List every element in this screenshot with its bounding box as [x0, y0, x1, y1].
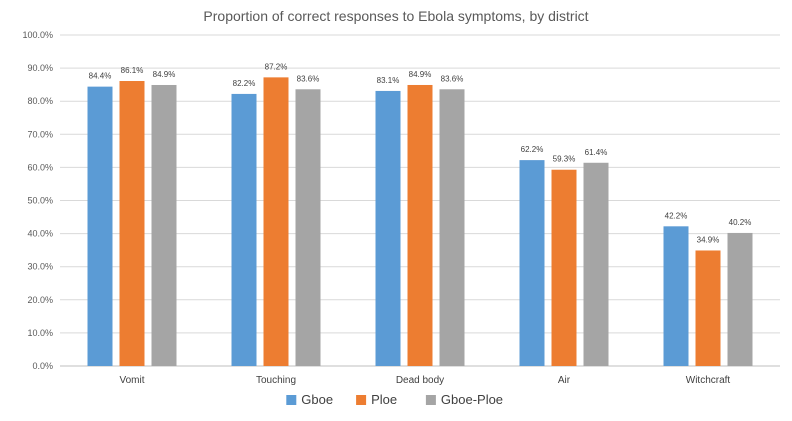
bar-ploe — [695, 250, 721, 366]
legend-swatch — [356, 395, 367, 405]
data-label: 83.1% — [377, 76, 400, 85]
y-tick-label: 80.0% — [27, 96, 53, 106]
x-category-label: Touching — [256, 375, 296, 386]
data-label: 61.4% — [585, 148, 608, 157]
y-axis-ticks: 0.0% 10.0% 20.0% 30.0% 40.0% 50.0% 60.0% 70.0% 8… — [22, 30, 53, 371]
data-label: 83.6% — [297, 74, 320, 83]
legend-label: Ploe — [371, 392, 397, 407]
y-tick-label: 100.0% — [22, 30, 53, 40]
chart-title: Proportion of correct responses to Ebola… — [203, 8, 588, 24]
bar-ploe — [119, 81, 145, 366]
bar-ploe — [263, 77, 289, 367]
legend-label: Gboe-Ploe — [441, 392, 503, 407]
y-tick-label: 40.0% — [27, 229, 53, 239]
bar-gboe — [519, 160, 545, 366]
bar-gboe-ploe — [583, 162, 609, 366]
data-label: 84.9% — [409, 70, 432, 79]
x-axis-categories: Vomit Touching Dead body Air Witchcraft — [119, 375, 730, 386]
bar-gboe-ploe — [727, 232, 753, 366]
bar-ploe — [551, 169, 577, 366]
y-tick-label: 70.0% — [27, 129, 53, 139]
y-tick-label: 30.0% — [27, 262, 53, 272]
bar-gboe — [231, 93, 257, 366]
legend-swatch — [425, 395, 436, 405]
data-label: 59.3% — [553, 155, 576, 164]
x-category-label: Dead body — [396, 375, 444, 386]
legend-label: Gboe — [301, 392, 333, 407]
x-category-label: Air — [558, 375, 571, 386]
data-label: 84.4% — [89, 72, 112, 81]
bar-gboe-ploe — [439, 89, 465, 366]
data-labels: 84.4% 86.1% 84.9% 82.2% 87.2% 83.6% 83.1% 84.9%… — [89, 62, 752, 244]
bar-gboe-ploe — [295, 89, 321, 366]
y-tick-label: 20.0% — [27, 295, 53, 305]
legend-swatch — [286, 395, 297, 405]
data-label: 83.6% — [441, 74, 464, 83]
bar-ploe — [407, 84, 433, 366]
data-label: 84.9% — [153, 70, 176, 79]
bar-gboe — [663, 226, 689, 366]
data-label: 86.1% — [121, 66, 144, 75]
x-category-label: Vomit — [119, 375, 144, 386]
y-tick-label: 10.0% — [27, 328, 53, 338]
data-label: 40.2% — [729, 218, 752, 227]
data-label: 82.2% — [233, 79, 256, 88]
y-tick-label: 0.0% — [32, 361, 53, 371]
data-label: 62.2% — [521, 145, 544, 154]
y-tick-label: 50.0% — [27, 196, 53, 206]
data-label: 34.9% — [697, 235, 720, 244]
y-tick-label: 60.0% — [27, 162, 53, 172]
bar-gboe-ploe — [151, 84, 177, 366]
y-tick-label: 90.0% — [27, 63, 53, 73]
bars — [87, 77, 753, 367]
data-label: 87.2% — [265, 62, 288, 71]
x-category-label: Witchcraft — [686, 375, 731, 386]
bar-gboe — [375, 90, 401, 367]
data-label: 42.2% — [665, 211, 688, 220]
legend: Gboe Ploe Gboe-Ploe — [286, 392, 503, 407]
bar-gboe — [87, 86, 113, 367]
